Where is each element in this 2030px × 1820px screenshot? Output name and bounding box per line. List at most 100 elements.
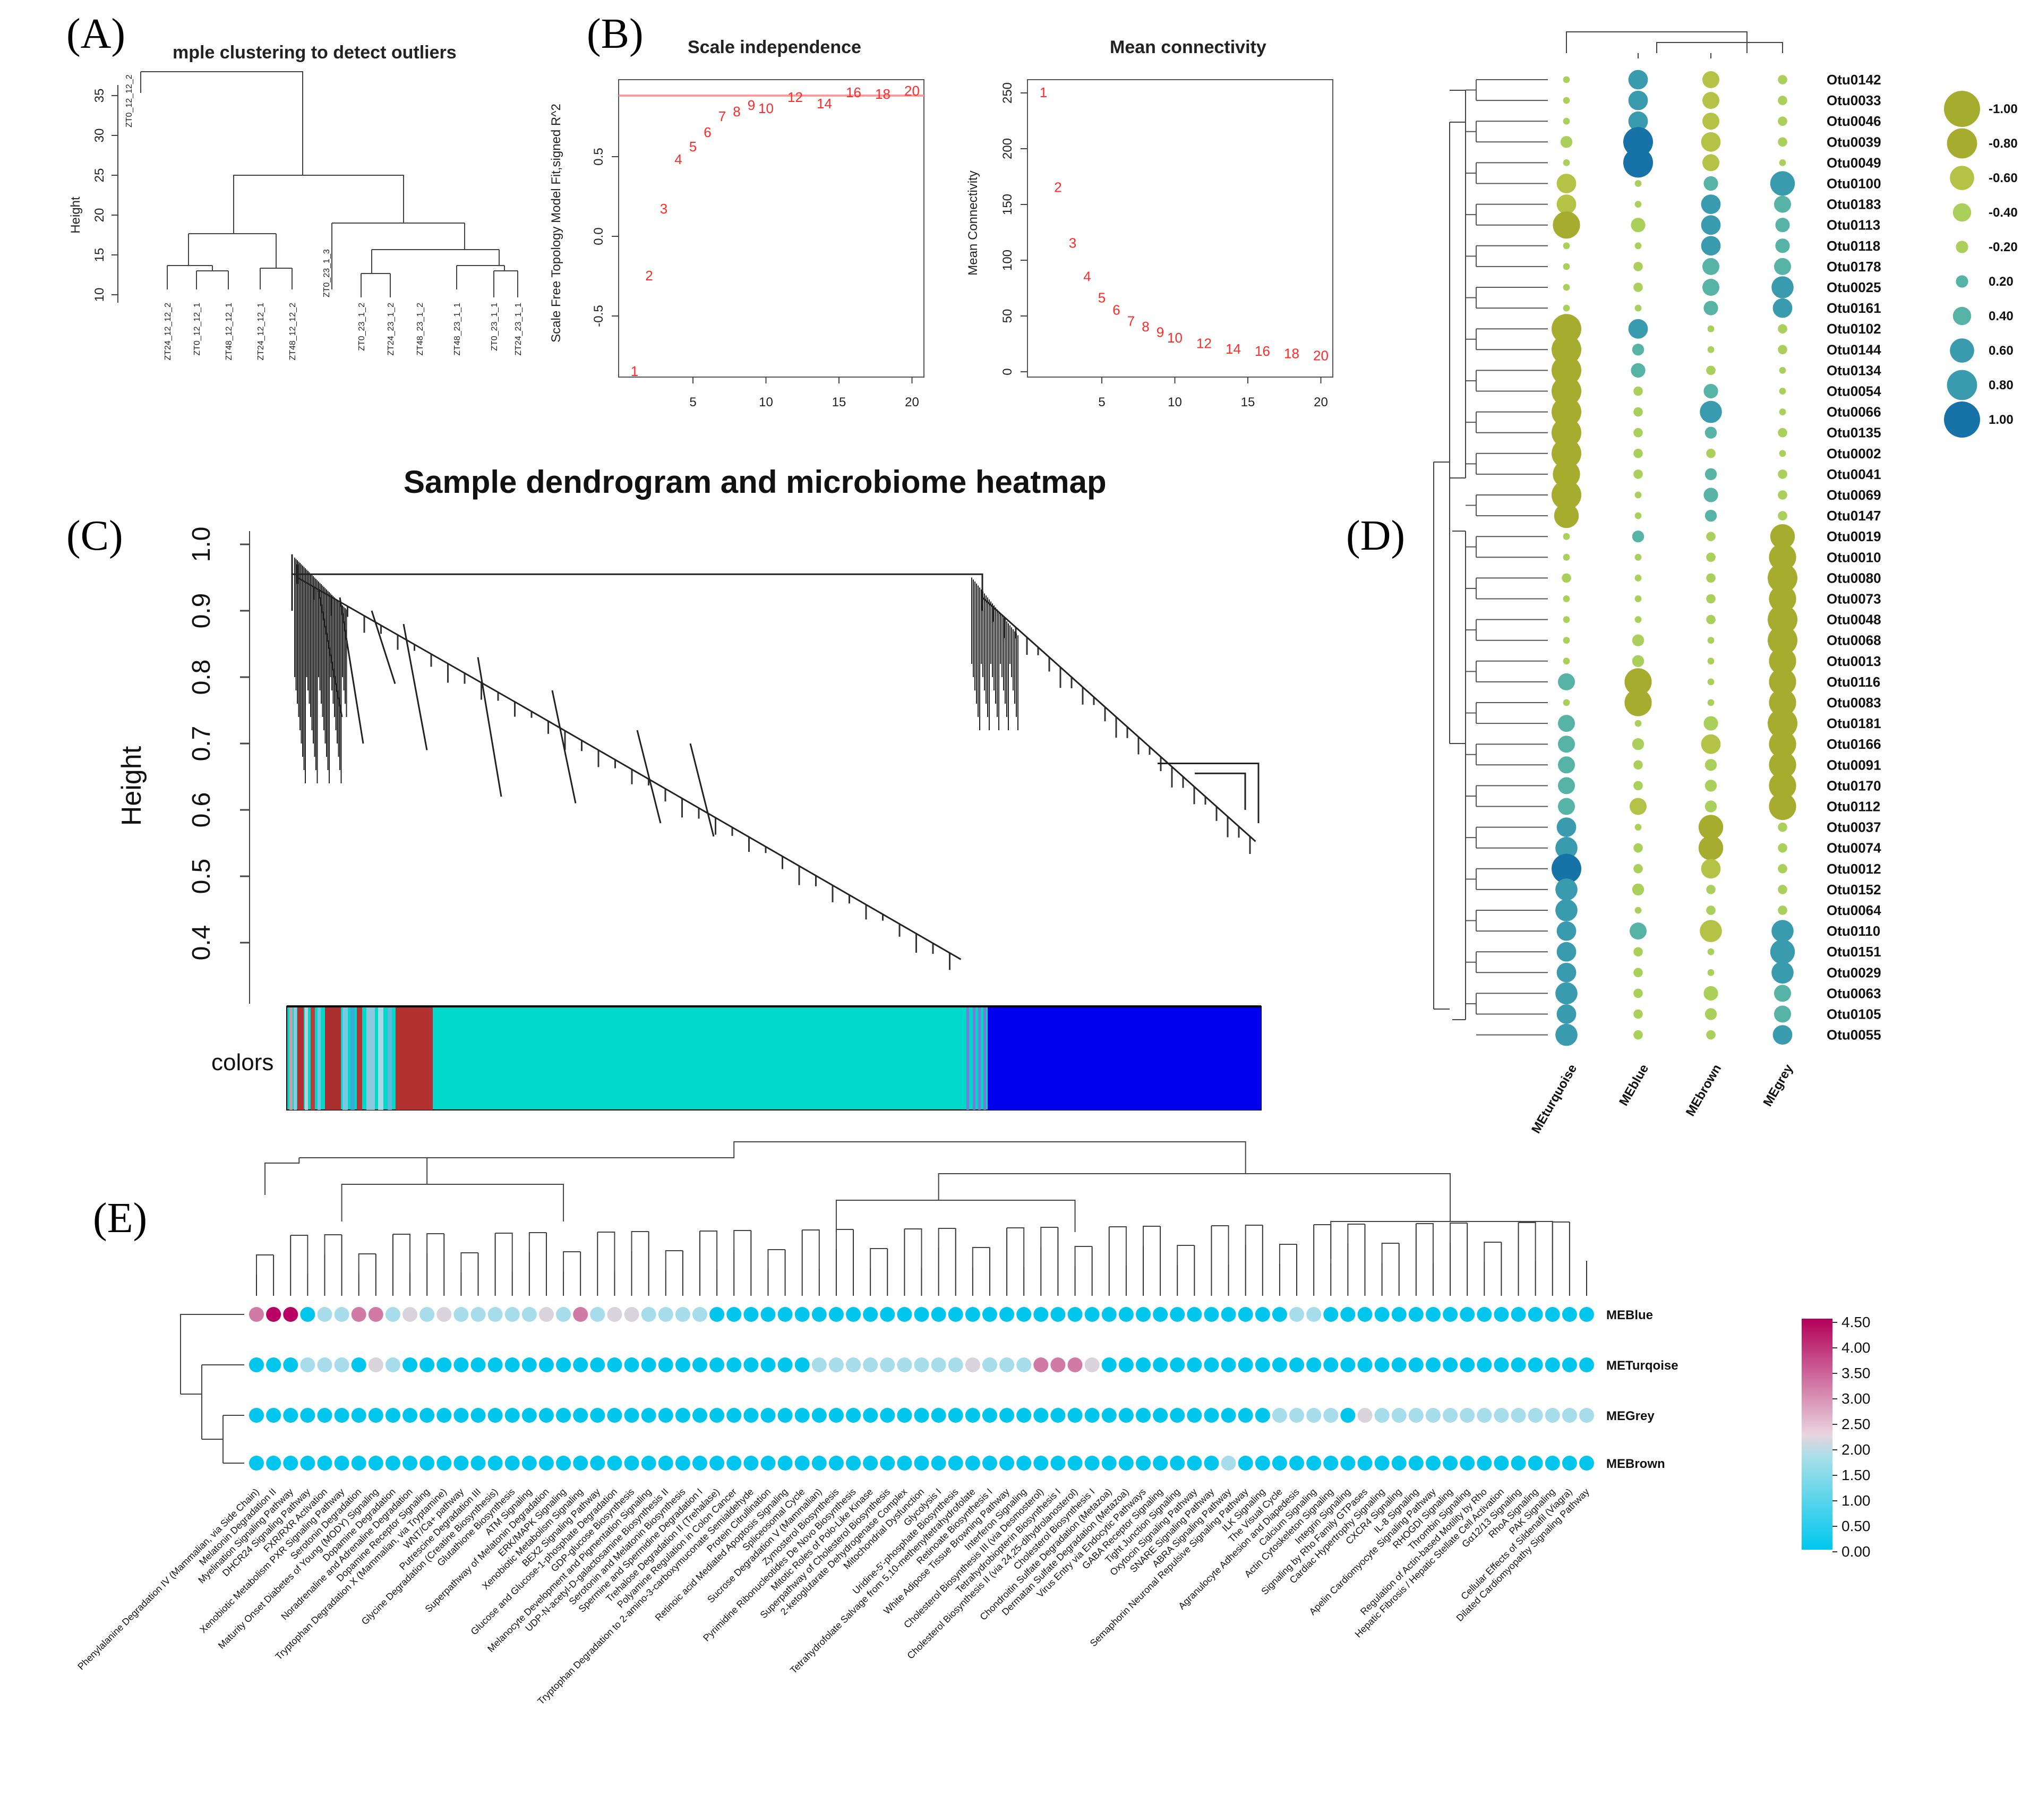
pathway-bubble bbox=[675, 1357, 690, 1372]
pathway-bubble bbox=[1101, 1307, 1117, 1322]
otu-bubble bbox=[1778, 864, 1787, 874]
pathway-bubble bbox=[385, 1307, 400, 1322]
pathway-bubble bbox=[914, 1456, 929, 1471]
otu-bubble bbox=[1778, 469, 1787, 479]
otu-bubble bbox=[1554, 503, 1579, 528]
pathway-bubble bbox=[1221, 1456, 1236, 1471]
otu-bubble bbox=[1558, 736, 1575, 753]
pathway-bubble bbox=[538, 1307, 554, 1322]
c-ytick: 0.9 bbox=[187, 593, 216, 629]
otu-label: Otu0105 bbox=[1827, 1006, 1881, 1022]
panel-e: (E) MEBlue METurqoise MEGrey MEBrown Phenyl… bbox=[75, 1141, 1871, 1707]
conn-point: 5 bbox=[1098, 289, 1106, 305]
pathway-bubble bbox=[487, 1408, 503, 1423]
dendro-trunk bbox=[291, 554, 983, 611]
c-ytick: 0.4 bbox=[187, 925, 216, 961]
dendro-branch bbox=[689, 743, 715, 837]
otu-bubble bbox=[1634, 491, 1642, 499]
otu-label: Otu0037 bbox=[1827, 819, 1881, 835]
otu-bubble bbox=[1558, 777, 1575, 794]
pathway-bubble bbox=[1170, 1408, 1185, 1423]
pathway-bubble bbox=[743, 1357, 759, 1372]
otu-bubble bbox=[1632, 738, 1644, 750]
conn-point: 6 bbox=[1112, 302, 1120, 318]
otu-bubble bbox=[1628, 319, 1648, 339]
otu-label: Otu0039 bbox=[1827, 134, 1881, 150]
panel-a-title: mple clustering to detect outliers bbox=[173, 42, 457, 63]
pathway-bubble bbox=[1204, 1408, 1219, 1423]
pathway-bubble bbox=[249, 1307, 264, 1322]
otu-bubble bbox=[1552, 314, 1581, 344]
pathway-bubble bbox=[1153, 1307, 1168, 1322]
otu-label: Otu0181 bbox=[1827, 715, 1881, 731]
pathway-bubble bbox=[1084, 1456, 1100, 1471]
sample-label: ZT0_23_1_2 bbox=[357, 303, 366, 351]
pathway-bubble bbox=[811, 1357, 827, 1372]
pathway-bubble bbox=[1289, 1408, 1305, 1423]
pathway-bubble bbox=[1050, 1408, 1066, 1423]
pathway-bubble bbox=[1101, 1408, 1117, 1423]
pathway-bubble bbox=[1153, 1408, 1168, 1423]
conn-ytick: 150 bbox=[1000, 194, 1015, 215]
pathway-bubble bbox=[1118, 1456, 1134, 1471]
otu-bubble bbox=[1633, 262, 1643, 271]
otu-bubble bbox=[1633, 1030, 1643, 1040]
otu-bubble bbox=[1552, 397, 1581, 427]
pathway-bubble bbox=[1477, 1456, 1492, 1471]
otu-bubble bbox=[1552, 438, 1581, 468]
otu-bubble bbox=[1563, 616, 1570, 623]
pathway-bubble bbox=[607, 1408, 622, 1423]
module-color-bar bbox=[286, 1005, 1262, 1110]
scale-tick: 3.00 bbox=[1841, 1390, 1871, 1407]
pathway-bubble bbox=[777, 1307, 793, 1322]
otu-bubble bbox=[1628, 90, 1648, 110]
otu-bubble bbox=[1633, 988, 1643, 998]
otu-bubble bbox=[1563, 97, 1570, 104]
otu-bubble bbox=[1702, 92, 1719, 109]
pathway-bubble bbox=[436, 1307, 452, 1322]
pathway-bubble bbox=[1562, 1307, 1577, 1322]
otu-bubble bbox=[1778, 75, 1787, 84]
otu-bubble bbox=[1778, 324, 1787, 334]
otu-label: Otu0012 bbox=[1827, 861, 1881, 877]
otu-bubble bbox=[1769, 772, 1796, 799]
otu-bubble bbox=[1623, 127, 1653, 157]
pathway-bubble bbox=[1221, 1357, 1236, 1372]
pathway-bubble bbox=[1374, 1357, 1390, 1372]
sample-label: ZT48_12_12_2 bbox=[288, 303, 297, 361]
panel-c-title: Sample dendrogram and microbiome heatmap bbox=[404, 464, 1107, 500]
otu-label: Otu0183 bbox=[1827, 196, 1881, 212]
otu-bubble bbox=[1563, 533, 1570, 540]
otu-label: Otu0100 bbox=[1827, 176, 1881, 192]
otu-bubble bbox=[1769, 647, 1796, 675]
scale-xtick: 15 bbox=[832, 395, 846, 409]
pathway-bubble bbox=[1374, 1408, 1390, 1423]
otu-bubble bbox=[1553, 460, 1580, 488]
otu-bubble bbox=[1707, 637, 1715, 644]
pathway-bubble bbox=[351, 1307, 366, 1322]
otu-label: Otu0161 bbox=[1827, 300, 1881, 316]
pathway-bubble bbox=[266, 1408, 281, 1423]
pathway-bubble bbox=[914, 1357, 929, 1372]
pathway-bubble bbox=[1545, 1307, 1560, 1322]
otu-bubble bbox=[1771, 961, 1794, 984]
colorbar-strip bbox=[350, 1006, 355, 1110]
pathway-bubble bbox=[1101, 1456, 1117, 1471]
otu-bubble bbox=[1768, 604, 1797, 635]
otu-bubble bbox=[1703, 716, 1718, 731]
pathway-bubble bbox=[828, 1357, 844, 1372]
otu-bubble bbox=[1707, 699, 1715, 706]
pathway-bubble bbox=[1511, 1408, 1526, 1423]
otu-bubble bbox=[1633, 428, 1643, 438]
otu-bubble bbox=[1774, 195, 1791, 213]
dendro-branch bbox=[477, 657, 502, 797]
pathway-bubble bbox=[351, 1357, 366, 1372]
pathway-bubble bbox=[573, 1307, 588, 1322]
pathway-bubble bbox=[266, 1307, 281, 1322]
otu-label: Otu0013 bbox=[1827, 653, 1881, 669]
otu-bubble bbox=[1779, 367, 1786, 374]
conn-point: 7 bbox=[1127, 313, 1135, 329]
dendro-branch bbox=[636, 730, 662, 824]
legend-value: 0.60 bbox=[1989, 344, 2014, 358]
pathway-bubble bbox=[982, 1307, 997, 1322]
